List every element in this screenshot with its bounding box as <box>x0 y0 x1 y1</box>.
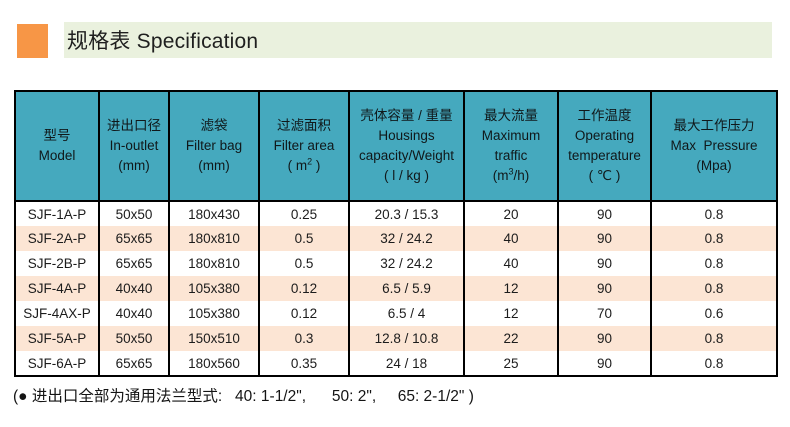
column-header-housings-capacity-weight: 壳体容量 / 重量 Housings capacity/Weight( l / kg… <box>348 90 465 202</box>
cell-housings-capacity-weight: 6.5 / 5.9 <box>348 276 465 301</box>
cell-maximum-traffic: 22 <box>463 326 559 351</box>
table-row: SJF-4A-P 40x40 105x380 0.12 6.5 / 5.9 12 90 0.8 <box>14 276 778 301</box>
cell-max-pressure: 0.8 <box>650 201 778 226</box>
cell-filter-area: 0.5 <box>258 251 350 276</box>
cell-model: SJF-4A-P <box>14 276 100 301</box>
cell-filter-bag: 150x510 <box>168 326 260 351</box>
cell-filter-area: 0.5 <box>258 226 350 251</box>
cell-operating-temperature: 90 <box>557 276 652 301</box>
table-row: SJF-4AX-P 40x40 105x380 0.12 6.5 / 4 12 70 0.6 <box>14 301 778 326</box>
cell-in-outlet: 50x50 <box>98 326 170 351</box>
cell-in-outlet: 40x40 <box>98 276 170 301</box>
cell-filter-bag: 180x430 <box>168 201 260 226</box>
page-title: 规格表 Specification <box>67 30 259 53</box>
cell-model: SJF-2A-P <box>14 226 100 251</box>
cell-in-outlet: 65x65 <box>98 251 170 276</box>
cell-housings-capacity-weight: 32 / 24.2 <box>348 226 465 251</box>
cell-filter-area: 0.12 <box>258 276 350 301</box>
cell-in-outlet: 50x50 <box>98 201 170 226</box>
cell-filter-area: 0.35 <box>258 351 350 376</box>
cell-maximum-traffic: 25 <box>463 351 559 376</box>
table-header: 型号 Model 进出口径 In-outlet (mm) 滤袋 Filter bag (mm)… <box>14 90 778 202</box>
cell-housings-capacity-weight: 32 / 24.2 <box>348 251 465 276</box>
column-header-maximum-traffic: 最大流量 Maximum traffic (m3/h) <box>463 90 559 202</box>
cell-max-pressure: 0.8 <box>650 326 778 351</box>
cell-filter-bag: 180x810 <box>168 226 260 251</box>
cell-maximum-traffic: 12 <box>463 301 559 326</box>
table-body: SJF-1A-P 50x50 180x430 0.25 20.3 / 15.3 20 90 0… <box>14 201 778 376</box>
flange-type-footnote: (● 进出口全部为通用法兰型式: 40: 1-1/2", 50: 2", 65:… <box>13 388 474 405</box>
cell-maximum-traffic: 40 <box>463 251 559 276</box>
specification-table: 型号 Model 进出口径 In-outlet (mm) 滤袋 Filter bag (mm)… <box>14 90 778 377</box>
cell-model: SJF-5A-P <box>14 326 100 351</box>
cell-max-pressure: 0.8 <box>650 276 778 301</box>
cell-operating-temperature: 90 <box>557 251 652 276</box>
cell-model: SJF-1A-P <box>14 201 100 226</box>
cell-operating-temperature: 90 <box>557 226 652 251</box>
column-header-filter-area: 过滤面积 Filter area( m2 ) <box>258 90 350 202</box>
cell-housings-capacity-weight: 24 / 18 <box>348 351 465 376</box>
cell-max-pressure: 0.8 <box>650 351 778 376</box>
orange-square-decoration <box>17 24 48 58</box>
cell-operating-temperature: 70 <box>557 301 652 326</box>
cell-housings-capacity-weight: 6.5 / 4 <box>348 301 465 326</box>
cell-filter-bag: 180x560 <box>168 351 260 376</box>
column-header-max-pressure: 最大工作压力 Max Pressure (Mpa) <box>650 90 778 202</box>
section-title-strip: 规格表 Specification <box>64 22 772 58</box>
cell-filter-area: 0.12 <box>258 301 350 326</box>
cell-housings-capacity-weight: 12.8 / 10.8 <box>348 326 465 351</box>
column-header-filter-bag: 滤袋 Filter bag (mm) <box>168 90 260 202</box>
cell-housings-capacity-weight: 20.3 / 15.3 <box>348 201 465 226</box>
cell-model: SJF-4AX-P <box>14 301 100 326</box>
table-row: SJF-2B-P 65x65 180x810 0.5 32 / 24.2 40 90 0.8 <box>14 251 778 276</box>
cell-in-outlet: 65x65 <box>98 351 170 376</box>
cell-max-pressure: 0.6 <box>650 301 778 326</box>
cell-model: SJF-2B-P <box>14 251 100 276</box>
table-row: SJF-5A-P 50x50 150x510 0.3 12.8 / 10.8 22 90 0.… <box>14 326 778 351</box>
cell-operating-temperature: 90 <box>557 326 652 351</box>
table-row: SJF-6A-P 65x65 180x560 0.35 24 / 18 25 90 0.8 <box>14 351 778 376</box>
cell-maximum-traffic: 12 <box>463 276 559 301</box>
cell-filter-bag: 105x380 <box>168 301 260 326</box>
table-row: SJF-1A-P 50x50 180x430 0.25 20.3 / 15.3 20 90 0… <box>14 201 778 226</box>
cell-operating-temperature: 90 <box>557 201 652 226</box>
cell-max-pressure: 0.8 <box>650 251 778 276</box>
cell-filter-area: 0.25 <box>258 201 350 226</box>
cell-in-outlet: 40x40 <box>98 301 170 326</box>
column-header-operating-temperature: 工作温度 Operating temperature( ℃ ) <box>557 90 652 202</box>
cell-maximum-traffic: 20 <box>463 201 559 226</box>
table-row: SJF-2A-P 65x65 180x810 0.5 32 / 24.2 40 90 0.8 <box>14 226 778 251</box>
header-row: 型号 Model 进出口径 In-outlet (mm) 滤袋 Filter bag (mm)… <box>14 90 778 202</box>
cell-filter-bag: 105x380 <box>168 276 260 301</box>
cell-in-outlet: 65x65 <box>98 226 170 251</box>
column-header-in-outlet: 进出口径 In-outlet (mm) <box>98 90 170 202</box>
cell-filter-bag: 180x810 <box>168 251 260 276</box>
cell-model: SJF-6A-P <box>14 351 100 376</box>
cell-filter-area: 0.3 <box>258 326 350 351</box>
cell-operating-temperature: 90 <box>557 351 652 376</box>
cell-max-pressure: 0.8 <box>650 226 778 251</box>
cell-maximum-traffic: 40 <box>463 226 559 251</box>
column-header-model: 型号 Model <box>14 90 100 202</box>
